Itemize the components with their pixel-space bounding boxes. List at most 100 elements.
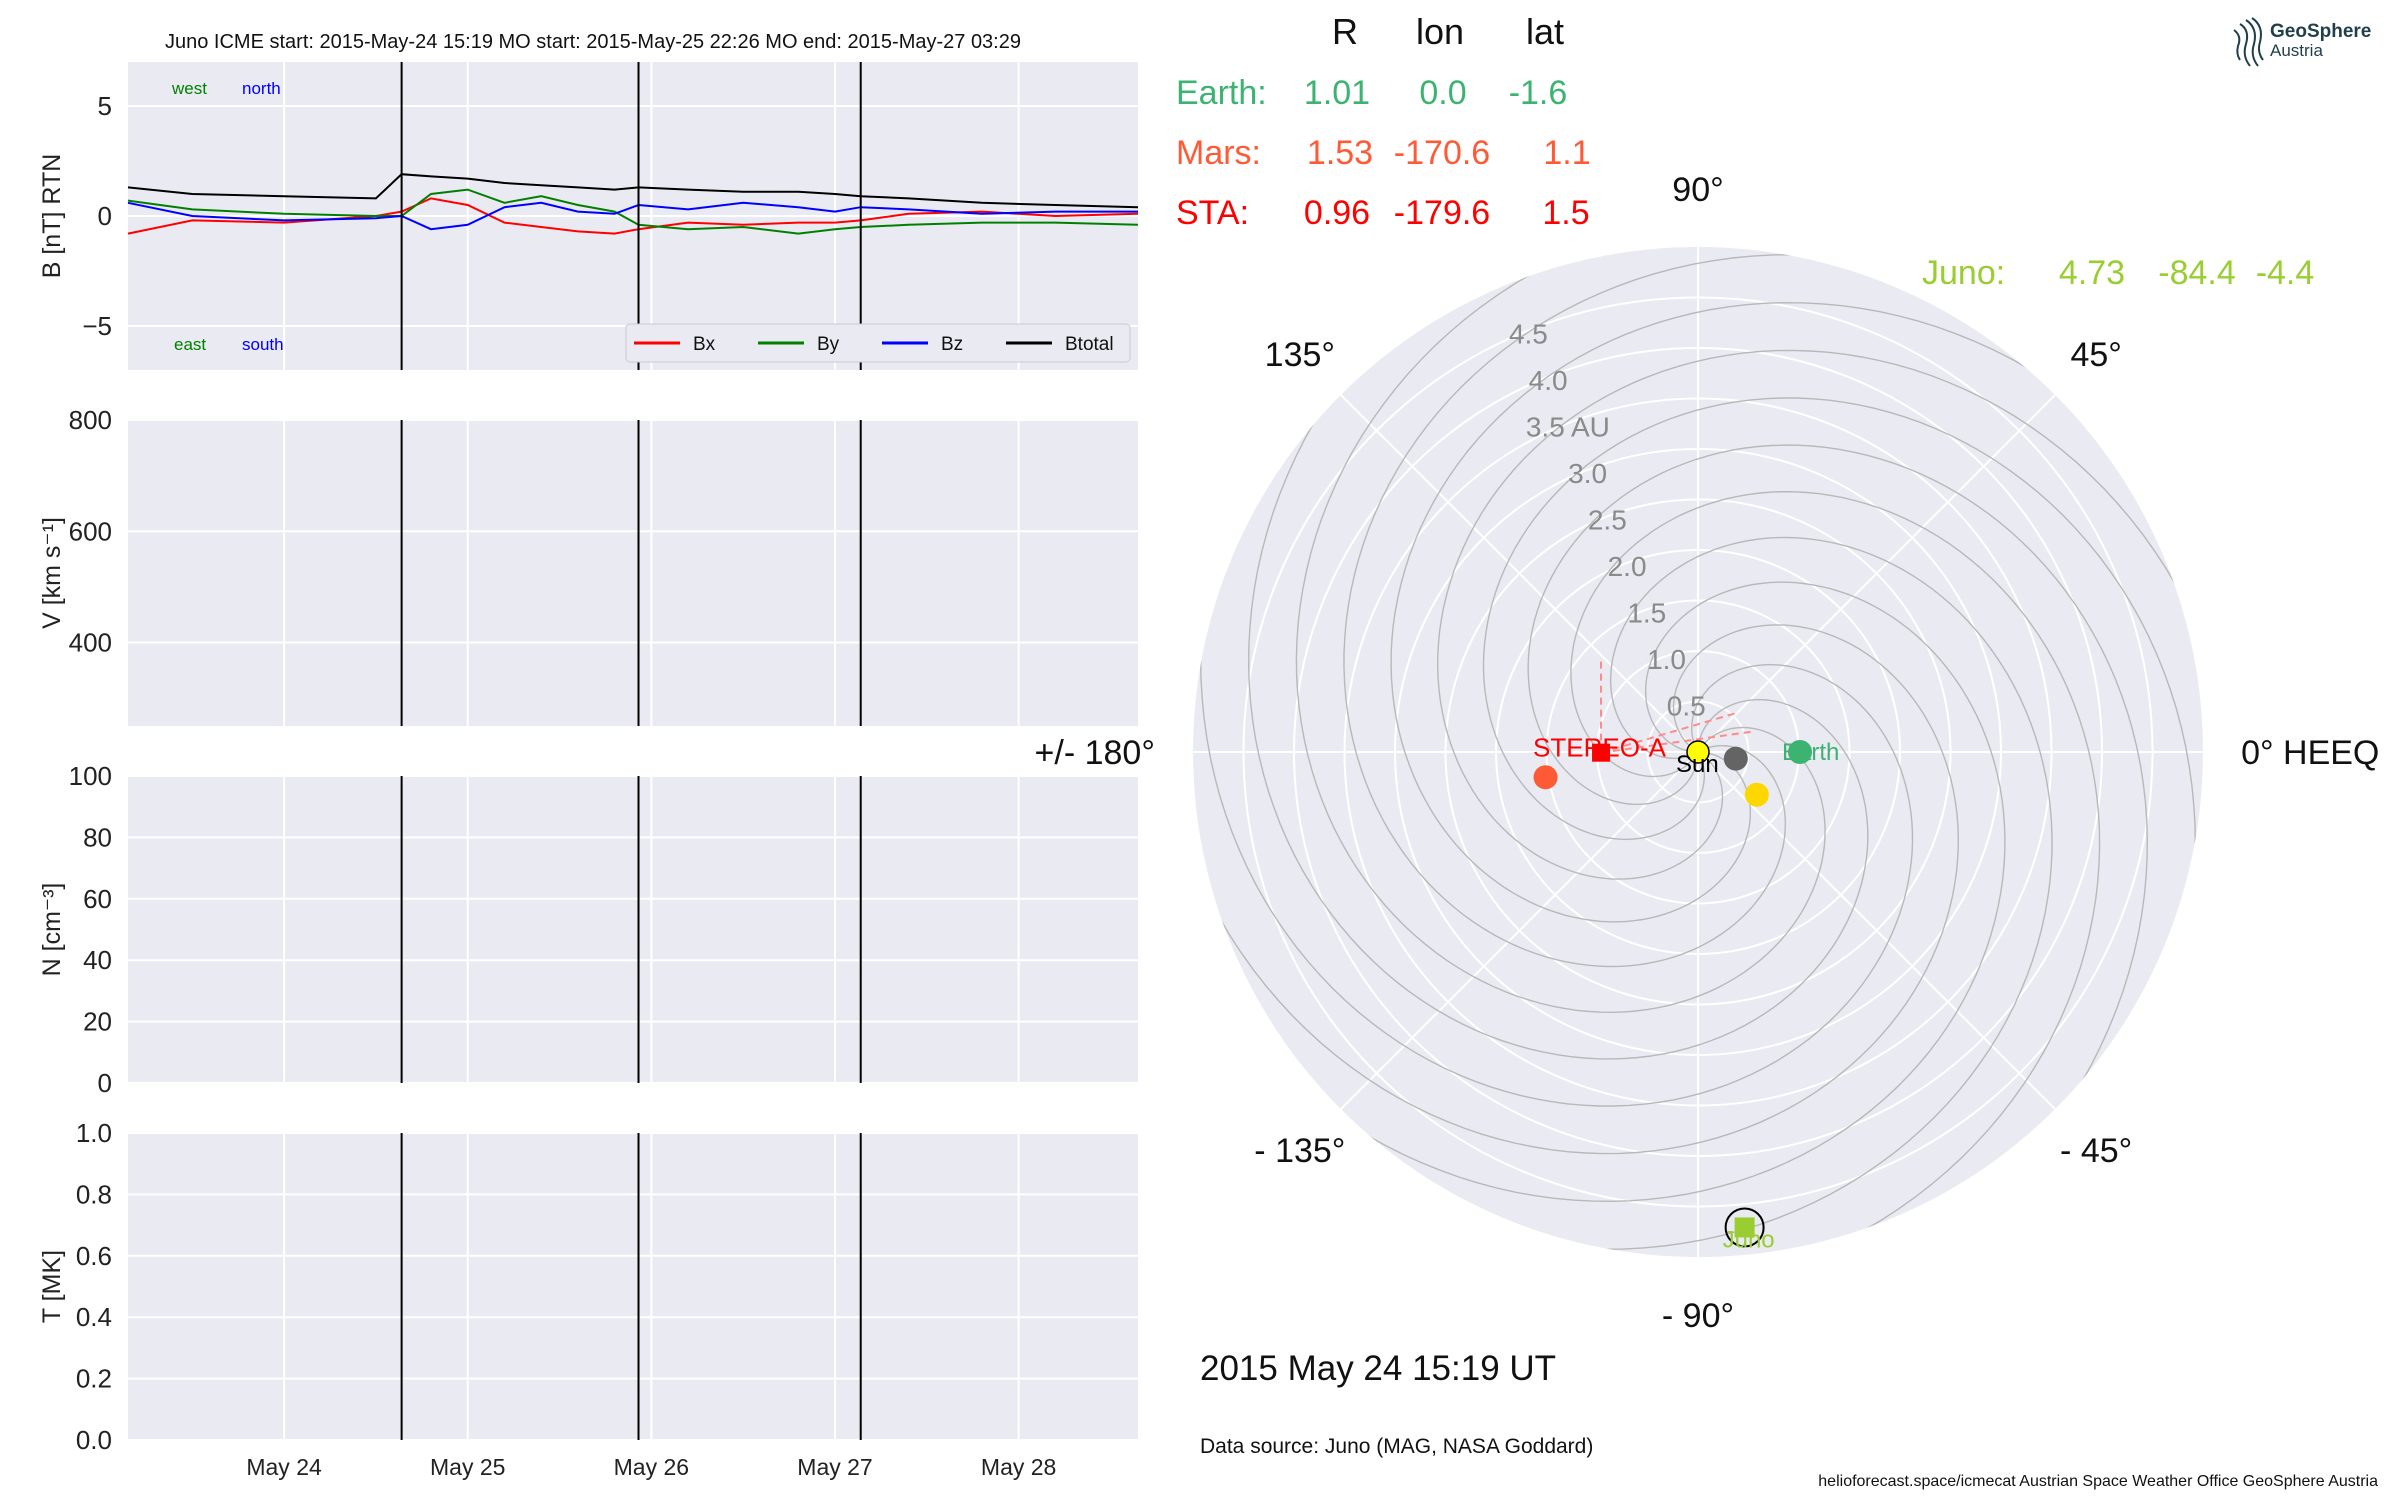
polar-r-tick-label: 4.5 — [1509, 319, 1548, 350]
parker-spirals — [1193, 247, 2203, 1257]
polar-r-tick-label: 2.0 — [1608, 551, 1647, 582]
legend-btotal: Btotal — [1065, 334, 1114, 355]
parker-spiral-line — [1199, 551, 1914, 1107]
parker-spiral-line — [1193, 624, 1960, 1155]
polar-angle-label: +/- 180° — [1035, 734, 1155, 772]
polar-ring-gridline — [1545, 599, 1851, 905]
density-panel: 100 80 60 40 20 0 N [cm⁻³] — [38, 761, 1138, 1098]
polar-r-tick-label: 1.5 — [1627, 598, 1666, 629]
polar-ring-gridline — [1495, 549, 1901, 955]
polar-r-tick-label: 1.0 — [1647, 644, 1686, 675]
t-panel-background — [128, 1133, 1138, 1440]
table-header-r: R — [1332, 11, 1358, 52]
earth-marker — [1788, 740, 1813, 764]
mars-marker — [1533, 765, 1558, 790]
table-row-juno-r: 4.73 — [2059, 254, 2125, 292]
annotation-east: east — [174, 335, 206, 354]
parker-spiral-line — [1482, 397, 2197, 953]
legend-by: By — [817, 334, 840, 355]
stereo-a-label: STEREO-A — [1533, 733, 1667, 763]
n-y-axis-label: N [cm⁻³] — [38, 883, 66, 977]
t-y-axis-label: T [MK] — [38, 1250, 66, 1323]
v-y-tick-label: 600 — [69, 516, 112, 546]
table-row-earth-r: 1.01 — [1304, 74, 1370, 112]
table-row-mars-label: Mars: — [1176, 134, 1261, 172]
polar-ring-gridline — [1343, 397, 2053, 1107]
n-y-tick-label: 100 — [69, 761, 112, 791]
x-tick-label: May 27 — [797, 1454, 872, 1480]
polar-ring-gridline — [1293, 347, 2103, 1157]
table-header-lon: lon — [1416, 11, 1464, 52]
parker-spiral-line — [1281, 581, 2006, 1203]
polar-r-tick-label: 0.5 — [1667, 691, 1706, 722]
polar-ring-gridline — [1242, 296, 2154, 1208]
table-row-sta-lat: 1.5 — [1542, 194, 1589, 232]
polar-angle-label: - 90° — [1662, 1297, 1734, 1335]
sun-marker — [1686, 740, 1710, 764]
polar-ring-gridline — [1394, 448, 2002, 1056]
logo-title: GeoSphere — [2270, 21, 2371, 42]
table-row-earth-lon: 0.0 — [1419, 74, 1466, 112]
legend-bz: Bz — [941, 334, 963, 355]
polar-angle-label: 0° HEEQ — [2241, 734, 2379, 772]
polar-angle-label: 135° — [1265, 336, 1335, 374]
credit-label: helioforecast.space/icmecat Austrian Spa… — [1818, 1473, 2378, 1490]
t-y-tick-label: 0.0 — [76, 1425, 112, 1455]
parker-spiral-line — [1436, 349, 2203, 880]
polar-r-tick-label: 2.5 — [1588, 505, 1627, 536]
v-panel-background — [128, 420, 1138, 726]
polar-angle-label: 45° — [2070, 336, 2121, 374]
t-y-tick-label: 0.2 — [76, 1364, 112, 1394]
series-btotal-line — [127, 173, 1139, 209]
polar-ring-gridline — [1646, 700, 1750, 804]
mercury-marker — [1723, 746, 1748, 771]
annotation-north: north — [242, 79, 281, 98]
figure-title: Juno ICME start: 2015-May-24 15:19 MO st… — [165, 31, 1021, 53]
parker-spiral-line — [1247, 335, 1869, 1060]
x-tick-label: May 24 — [246, 1454, 322, 1480]
t-y-tick-label: 0.8 — [76, 1179, 112, 1209]
table-row-sta-lon: -179.6 — [1394, 194, 1490, 232]
n-y-tick-label: 20 — [83, 1007, 112, 1037]
b-y-axis-label: B [nT] RTN — [38, 154, 66, 279]
table-row-sta-label: STA: — [1176, 194, 1249, 232]
datetime-label: 2015 May 24 15:19 UT — [1200, 1349, 1556, 1388]
juno-orbit-ring-icon — [1724, 1207, 1765, 1248]
b-y-tick-label: 0 — [98, 201, 112, 231]
b-legend: Bx By Bz Btotal — [625, 323, 1131, 363]
parker-spiral-line — [1390, 301, 2115, 923]
v-y-tick-label: 800 — [69, 405, 112, 435]
polar-r-tick-label: 3.5 AU — [1526, 412, 1610, 443]
polar-angle-label: - 135° — [1254, 1132, 1345, 1170]
table-row-mars-r: 1.53 — [1307, 134, 1373, 172]
position-table: R lon lat Earth: 1.01 0.0 -1.6 Mars: 1.5… — [1176, 11, 2314, 292]
v-y-tick-label: 400 — [69, 628, 112, 658]
geosphere-swirl-icon — [2233, 17, 2264, 67]
temperature-panel: 1.0 0.8 0.6 0.4 0.2 0.0 T [MK] May 24 May 25 May … — [38, 1118, 1138, 1480]
stereo-a-marker — [1592, 743, 1611, 762]
table-row-mars-lon: -170.6 — [1394, 134, 1490, 172]
parker-spiral-line — [1527, 444, 2149, 1169]
table-header-lat: lat — [1526, 11, 1564, 52]
geosphere-logo: GeoSphere Austria — [2233, 17, 2371, 67]
legend-bx: Bx — [693, 334, 716, 355]
polar-angle-label: - 45° — [2060, 1132, 2132, 1170]
table-row-earth-label: Earth: — [1176, 74, 1267, 112]
venus-marker — [1744, 782, 1769, 807]
series-by-line — [127, 188, 1139, 235]
n-y-tick-label: 60 — [83, 884, 112, 914]
table-row-juno-label: Juno: — [1922, 254, 2005, 292]
n-y-tick-label: 0 — [98, 1068, 112, 1098]
polar-r-tick-label: 3.0 — [1568, 458, 1607, 489]
t-y-tick-label: 0.6 — [76, 1241, 112, 1271]
polar-angle-label: 90° — [1672, 171, 1723, 209]
v-y-axis-label: V [km s⁻¹] — [38, 517, 66, 629]
earth-label: Earth — [1782, 739, 1839, 766]
juno-label: Juno — [1723, 1226, 1775, 1253]
polar-position-plot: 0.5 1.0 1.5 2.0 2.5 3.0 3.5 AU 4.0 4.5 0° HEEQ 45°… — [1035, 171, 2380, 1335]
sta-view-line — [1600, 730, 1756, 754]
x-tick-label: May 26 — [614, 1454, 689, 1480]
juno-marker — [1734, 1217, 1755, 1238]
t-y-tick-label: 1.0 — [76, 1118, 112, 1148]
